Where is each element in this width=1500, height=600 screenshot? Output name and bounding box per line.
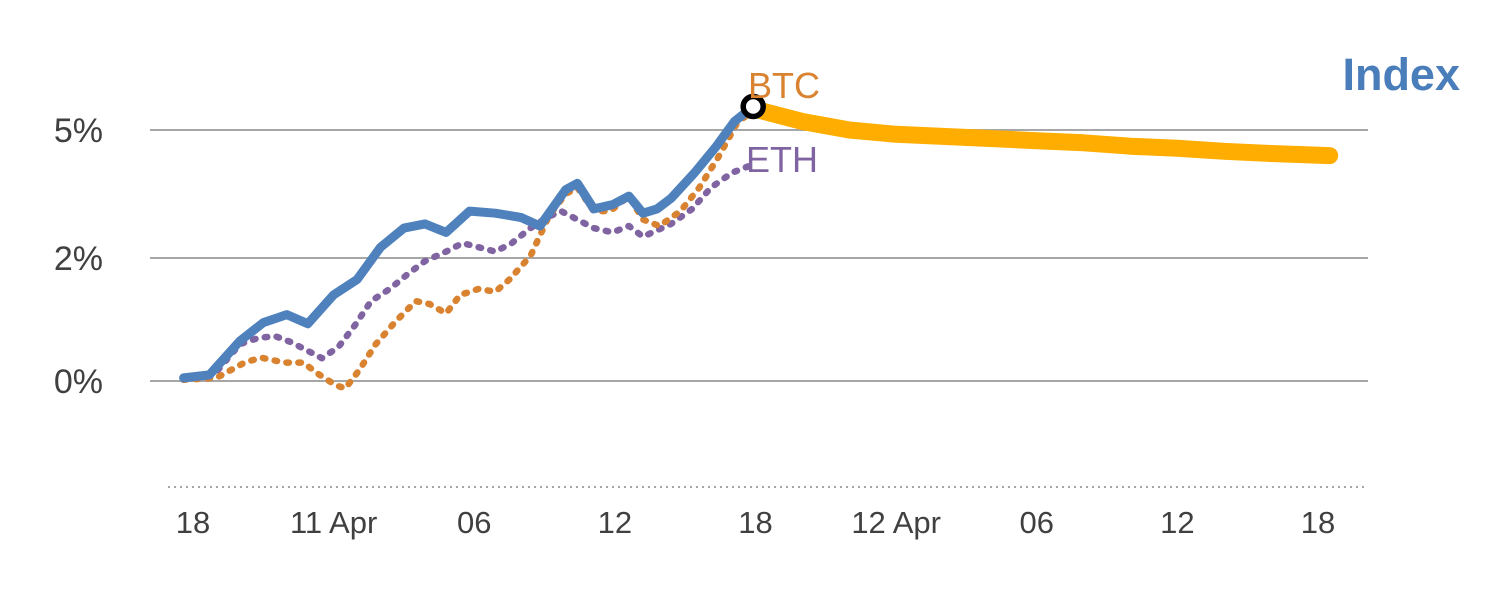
index-legend-label: Index — [1342, 49, 1460, 100]
btc-line — [180, 109, 755, 392]
series-layer — [179, 93, 1339, 392]
grid-layer: 0% 2% 5% — [54, 112, 1368, 401]
index-projection-line — [744, 100, 1339, 165]
x-axis-tick-label: 06 — [457, 505, 491, 540]
x-axis-tick-label: 18 — [176, 505, 210, 540]
axis-layer: 18 11 Apr 06 12 18 12 Apr 06 12 18 — [168, 486, 1368, 540]
y-axis-tick-label: 0% — [54, 363, 103, 401]
btc-series-label: BTC — [748, 65, 820, 106]
x-axis-tick-label: 11 Apr — [290, 505, 377, 540]
x-axis-tick-label: 18 — [1301, 505, 1335, 540]
eth-line — [180, 163, 752, 384]
y-axis-tick-label: 5% — [54, 112, 103, 150]
index-line — [179, 102, 758, 383]
x-axis-tick-label: 12 Apr — [851, 505, 941, 540]
x-axis-tick-label: 12 — [1160, 505, 1194, 540]
x-axis-tick-label: 18 — [738, 505, 772, 540]
x-axis-tick-label: 06 — [1020, 505, 1054, 540]
y-axis-tick-label: 2% — [54, 240, 103, 278]
eth-series-label: ETH — [746, 139, 818, 180]
current-value-marker — [740, 93, 766, 120]
x-axis-tick-label: 12 — [598, 505, 632, 540]
